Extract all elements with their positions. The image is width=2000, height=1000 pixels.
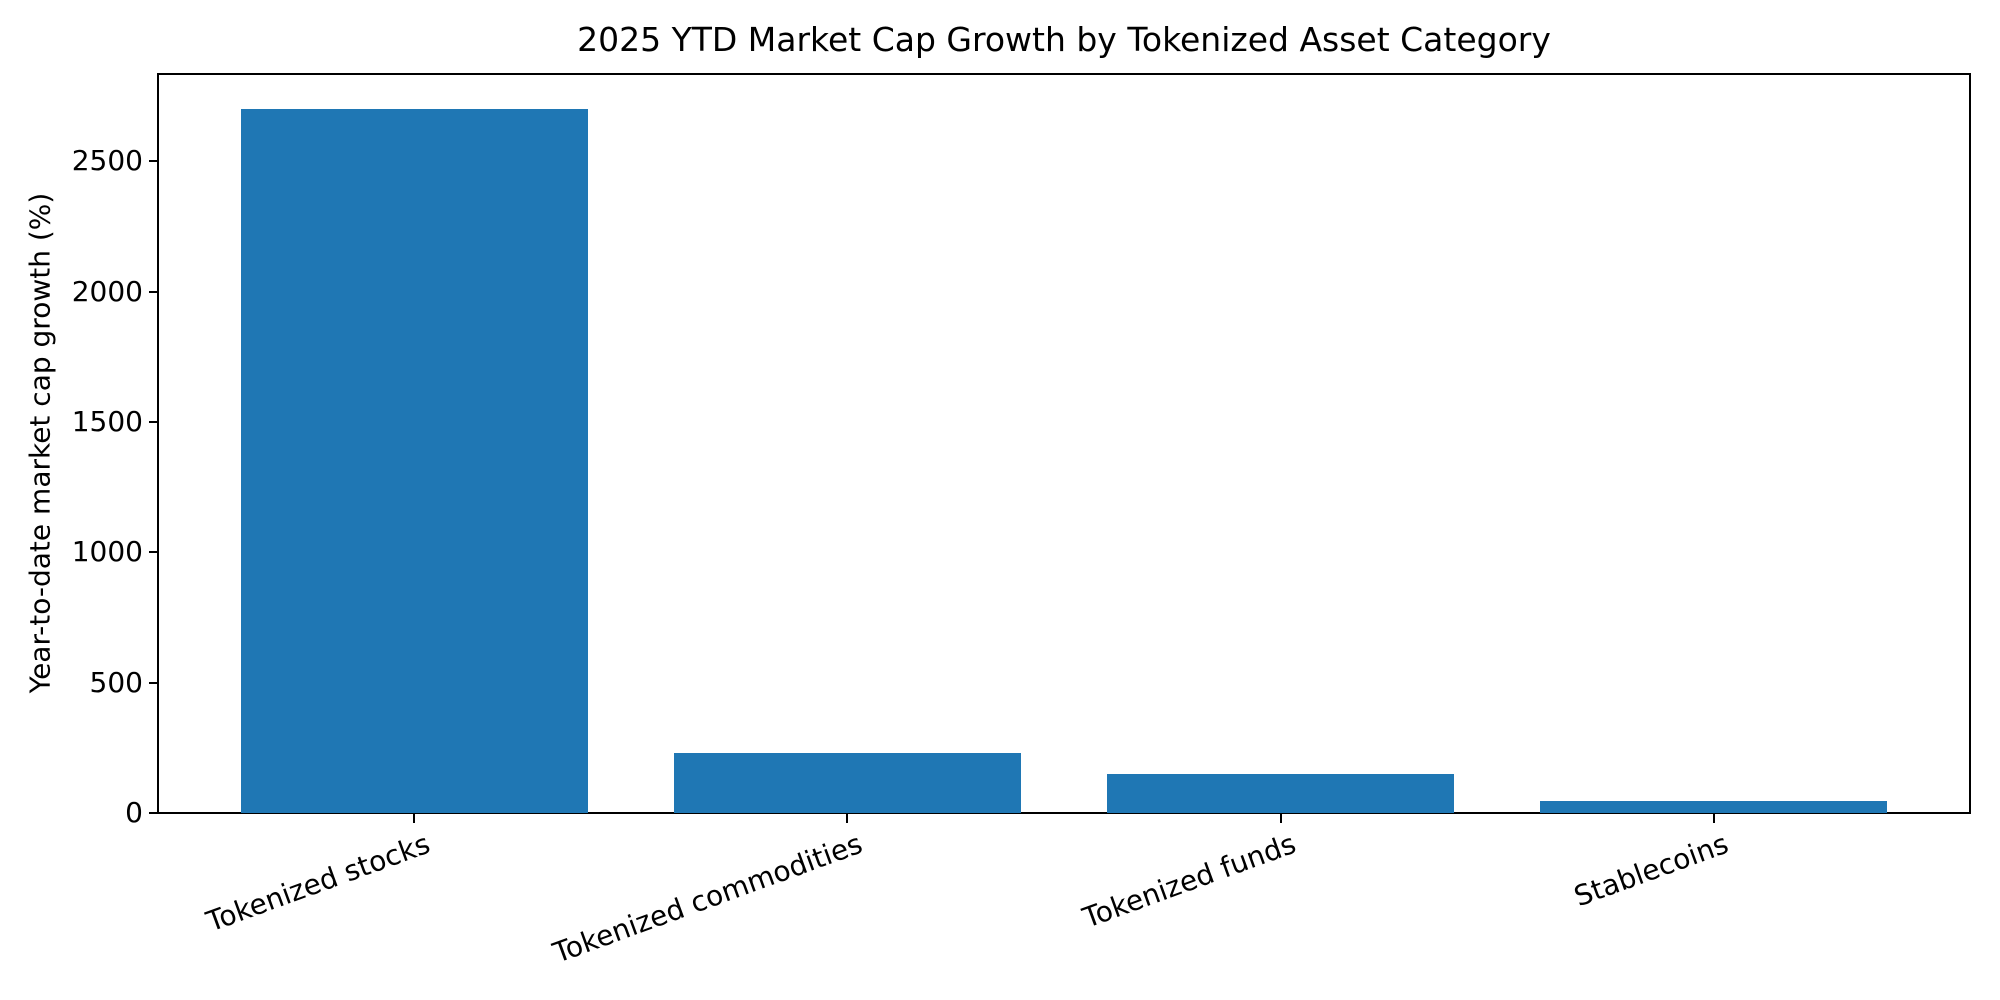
plot-spine-top <box>157 73 1971 75</box>
x-tick-label: Stablecoins <box>1569 827 1733 914</box>
y-tick-label: 0 <box>125 796 143 829</box>
x-tick <box>413 813 416 823</box>
y-tick <box>149 551 159 554</box>
x-tick <box>1279 813 1282 823</box>
y-tick <box>149 290 159 293</box>
chart-title: 2025 YTD Market Cap Growth by Tokenized … <box>577 20 1551 59</box>
x-tick <box>1712 813 1715 823</box>
y-tick-label: 1000 <box>71 535 143 569</box>
bar-tokenized-funds <box>1107 773 1454 813</box>
plot-spine-left <box>157 73 159 814</box>
bar-tokenized-stocks <box>241 109 588 813</box>
y-tick <box>149 812 159 814</box>
y-tick-label: 2000 <box>71 274 143 308</box>
y-tick <box>149 160 159 163</box>
y-tick-label: 1500 <box>71 404 143 438</box>
y-tick <box>149 681 159 684</box>
y-axis-label: Year-to-date market cap growth (%) <box>23 192 57 694</box>
y-tick-label: 500 <box>89 665 143 699</box>
x-tick-label: Tokenized funds <box>1078 827 1300 935</box>
y-tick-label: 2500 <box>71 144 143 178</box>
plot-spine-bottom <box>157 812 1971 814</box>
x-tick-label: Tokenized stocks <box>201 827 434 939</box>
plot-area: 0 500 1000 1500 2000 2500 Tokenized stocks Toke… <box>72 74 1969 970</box>
plot-spine-right <box>1969 73 1971 814</box>
bar-stablecoins <box>1540 800 1887 813</box>
x-tick <box>846 813 849 823</box>
x-tick-label: Tokenized commodities <box>548 827 867 970</box>
y-tick <box>149 420 159 423</box>
bar-tokenized-commodities <box>674 753 1021 813</box>
